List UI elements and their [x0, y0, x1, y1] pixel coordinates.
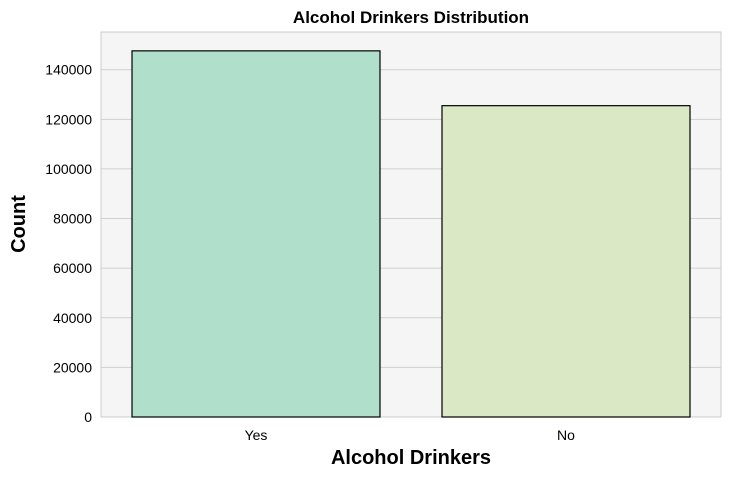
y-tick-label: 140000: [45, 62, 92, 78]
x-axis-ticks: Yes No: [245, 427, 576, 443]
bars: [131, 50, 691, 418]
y-tick-label: 120000: [45, 111, 92, 127]
chart-title: Alcohol Drinkers Distribution: [293, 8, 529, 27]
bar-no: [441, 105, 691, 418]
bar-yes: [131, 50, 381, 418]
y-tick-label: 0: [84, 409, 92, 425]
y-tick-label: 100000: [45, 161, 92, 177]
y-tick-label: 40000: [53, 310, 92, 326]
x-axis-label: Alcohol Drinkers: [331, 447, 491, 469]
y-tick-label: 60000: [53, 260, 92, 276]
y-axis-label: Count: [8, 195, 30, 253]
x-tick-label: No: [557, 427, 575, 443]
x-tick-label: Yes: [245, 427, 268, 443]
y-tick-label: 80000: [53, 211, 92, 227]
y-tick-label: 20000: [53, 359, 92, 375]
y-axis-ticks: 0 20000 40000 60000 80000 100000 120000 140000: [45, 62, 92, 425]
